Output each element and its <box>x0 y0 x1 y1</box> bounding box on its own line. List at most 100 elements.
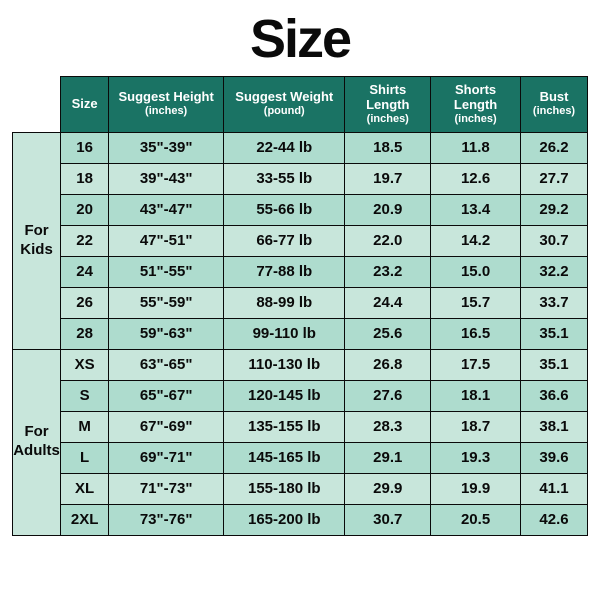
cell: 26.2 <box>521 132 588 163</box>
cell: 41.1 <box>521 473 588 504</box>
cell: 55"-59" <box>109 287 224 318</box>
table-row: 2XL73"-76"165-200 lb30.720.542.6 <box>13 504 588 535</box>
cell: 42.6 <box>521 504 588 535</box>
table-row: ForKids1635"-39"22-44 lb18.511.826.2 <box>13 132 588 163</box>
cell: 47"-51" <box>109 225 224 256</box>
table-header: Size Suggest Height(inches) Suggest Weig… <box>13 77 588 133</box>
cell: 2XL <box>61 504 109 535</box>
table-body: ForKids1635"-39"22-44 lb18.511.826.21839… <box>13 132 588 535</box>
cell: S <box>61 380 109 411</box>
cell: 33.7 <box>521 287 588 318</box>
col-size: Size <box>61 77 109 133</box>
cell: 20.9 <box>345 194 431 225</box>
table-row: M67"-69"135-155 lb28.318.738.1 <box>13 411 588 442</box>
cell: 24.4 <box>345 287 431 318</box>
header-corner <box>13 77 61 133</box>
cell: 19.7 <box>345 163 431 194</box>
cell: 26 <box>61 287 109 318</box>
cell: 39.6 <box>521 442 588 473</box>
cell: 28.3 <box>345 411 431 442</box>
cell: 23.2 <box>345 256 431 287</box>
cell: 22 <box>61 225 109 256</box>
cell: 35.1 <box>521 318 588 349</box>
group-label: ForKids <box>13 132 61 349</box>
cell: 19.3 <box>431 442 521 473</box>
cell: 145-165 lb <box>224 442 345 473</box>
size-chart-container: Size Size Suggest Height(inches) Suggest… <box>0 0 600 600</box>
cell: 38.1 <box>521 411 588 442</box>
cell: 165-200 lb <box>224 504 345 535</box>
cell: 33-55 lb <box>224 163 345 194</box>
cell: 55-66 lb <box>224 194 345 225</box>
cell: 88-99 lb <box>224 287 345 318</box>
col-height: Suggest Height(inches) <box>109 77 224 133</box>
col-bust: Bust(inches) <box>521 77 588 133</box>
cell: 99-110 lb <box>224 318 345 349</box>
cell: 27.6 <box>345 380 431 411</box>
table-row: 2655"-59"88-99 lb24.415.733.7 <box>13 287 588 318</box>
col-shorts: Shorts Length(inches) <box>431 77 521 133</box>
cell: 18.7 <box>431 411 521 442</box>
cell: 29.9 <box>345 473 431 504</box>
cell: 19.9 <box>431 473 521 504</box>
cell: 39"-43" <box>109 163 224 194</box>
cell: M <box>61 411 109 442</box>
cell: 18.1 <box>431 380 521 411</box>
cell: 30.7 <box>521 225 588 256</box>
cell: 110-130 lb <box>224 349 345 380</box>
table-row: 2451"-55"77-88 lb23.215.032.2 <box>13 256 588 287</box>
cell: 155-180 lb <box>224 473 345 504</box>
table-row: 2247"-51"66-77 lb22.014.230.7 <box>13 225 588 256</box>
cell: 66-77 lb <box>224 225 345 256</box>
table-row: 2859"-63"99-110 lb25.616.535.1 <box>13 318 588 349</box>
cell: 59"-63" <box>109 318 224 349</box>
table-row: 1839"-43"33-55 lb19.712.627.7 <box>13 163 588 194</box>
cell: 73"-76" <box>109 504 224 535</box>
cell: 69"-71" <box>109 442 224 473</box>
cell: 24 <box>61 256 109 287</box>
cell: 30.7 <box>345 504 431 535</box>
page-title: Size <box>12 8 588 70</box>
cell: 17.5 <box>431 349 521 380</box>
cell: 43"-47" <box>109 194 224 225</box>
cell: 65"-67" <box>109 380 224 411</box>
table-row: 2043"-47"55-66 lb20.913.429.2 <box>13 194 588 225</box>
cell: 63"-65" <box>109 349 224 380</box>
cell: 29.2 <box>521 194 588 225</box>
cell: 26.8 <box>345 349 431 380</box>
cell: 14.2 <box>431 225 521 256</box>
cell: 51"-55" <box>109 256 224 287</box>
table-row: XL71"-73"155-180 lb29.919.941.1 <box>13 473 588 504</box>
table-row: L69"-71"145-165 lb29.119.339.6 <box>13 442 588 473</box>
cell: 15.7 <box>431 287 521 318</box>
cell: 32.2 <box>521 256 588 287</box>
cell: 35"-39" <box>109 132 224 163</box>
cell: 15.0 <box>431 256 521 287</box>
cell: 77-88 lb <box>224 256 345 287</box>
cell: 27.7 <box>521 163 588 194</box>
cell: 11.8 <box>431 132 521 163</box>
cell: 18.5 <box>345 132 431 163</box>
cell: 18 <box>61 163 109 194</box>
cell: XS <box>61 349 109 380</box>
cell: 12.6 <box>431 163 521 194</box>
group-label: ForAdults <box>13 349 61 535</box>
cell: 120-145 lb <box>224 380 345 411</box>
col-weight: Suggest Weight(pound) <box>224 77 345 133</box>
cell: 28 <box>61 318 109 349</box>
cell: 16 <box>61 132 109 163</box>
cell: 22-44 lb <box>224 132 345 163</box>
cell: 36.6 <box>521 380 588 411</box>
table-row: S65"-67"120-145 lb27.618.136.6 <box>13 380 588 411</box>
cell: XL <box>61 473 109 504</box>
cell: 13.4 <box>431 194 521 225</box>
table-row: ForAdultsXS63"-65"110-130 lb26.817.535.1 <box>13 349 588 380</box>
cell: 16.5 <box>431 318 521 349</box>
col-shirts: Shirts Length(inches) <box>345 77 431 133</box>
cell: 22.0 <box>345 225 431 256</box>
cell: 135-155 lb <box>224 411 345 442</box>
cell: 71"-73" <box>109 473 224 504</box>
cell: 25.6 <box>345 318 431 349</box>
cell: L <box>61 442 109 473</box>
cell: 29.1 <box>345 442 431 473</box>
